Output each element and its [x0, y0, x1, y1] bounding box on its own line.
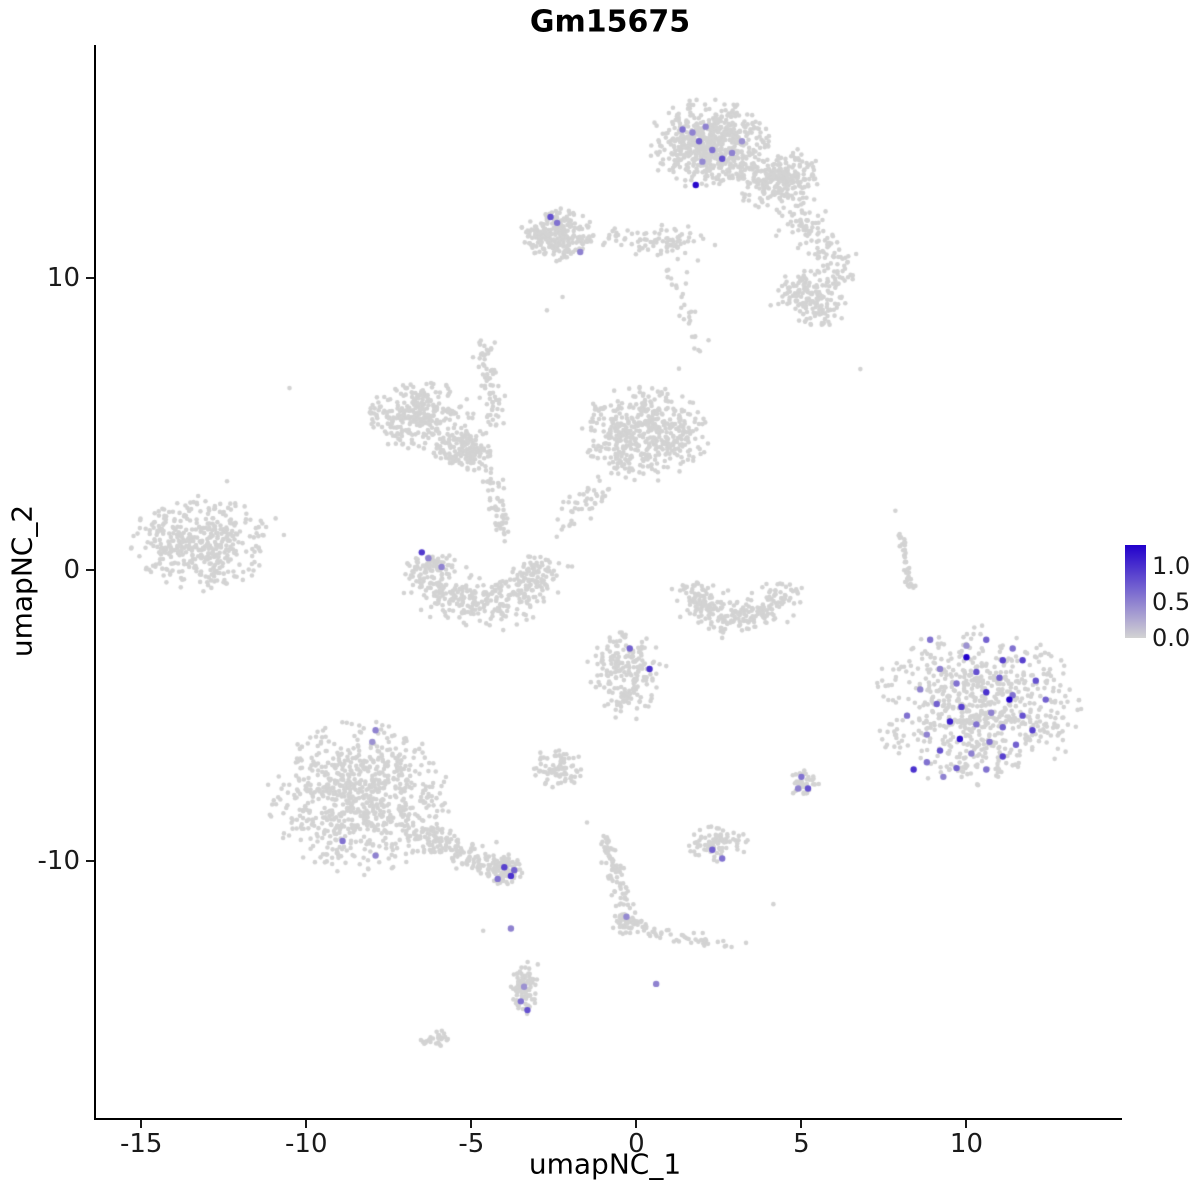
x-tick-mark — [635, 1120, 638, 1128]
x-tick-label: -10 — [285, 1129, 328, 1159]
y-axis-line — [94, 45, 96, 1120]
legend-gradient-bar — [1125, 545, 1146, 638]
y-axis-title: umapNC_2 — [5, 504, 39, 658]
legend-label: 1.0 — [1152, 552, 1191, 581]
x-tick-mark — [305, 1120, 308, 1128]
y-tick-label: -10 — [37, 846, 80, 877]
y-tick-mark — [86, 860, 94, 863]
y-tick-mark — [86, 277, 94, 280]
x-tick-label: -15 — [119, 1129, 163, 1159]
plot-title: Gm15675 — [529, 4, 691, 40]
color-legend: 1.0 0.5 0.0 — [1118, 538, 1200, 652]
x-tick-label: 5 — [793, 1129, 810, 1159]
x-tick-label: 10 — [949, 1129, 983, 1159]
x-axis-title: umapNC_1 — [528, 1147, 682, 1181]
x-tick-mark — [140, 1120, 143, 1128]
x-tick-label: 0 — [628, 1129, 645, 1159]
x-axis-line — [94, 1118, 1122, 1120]
y-tick-label: 10 — [46, 263, 80, 294]
x-tick-mark — [800, 1120, 803, 1128]
legend-label: 0.0 — [1152, 624, 1191, 652]
x-tick-label: -5 — [458, 1129, 485, 1159]
x-tick-mark — [470, 1120, 473, 1128]
legend-label: 0.5 — [1152, 588, 1191, 617]
x-tick-mark — [965, 1120, 968, 1128]
y-tick-mark — [86, 568, 94, 571]
y-tick-label: 0 — [63, 554, 80, 585]
